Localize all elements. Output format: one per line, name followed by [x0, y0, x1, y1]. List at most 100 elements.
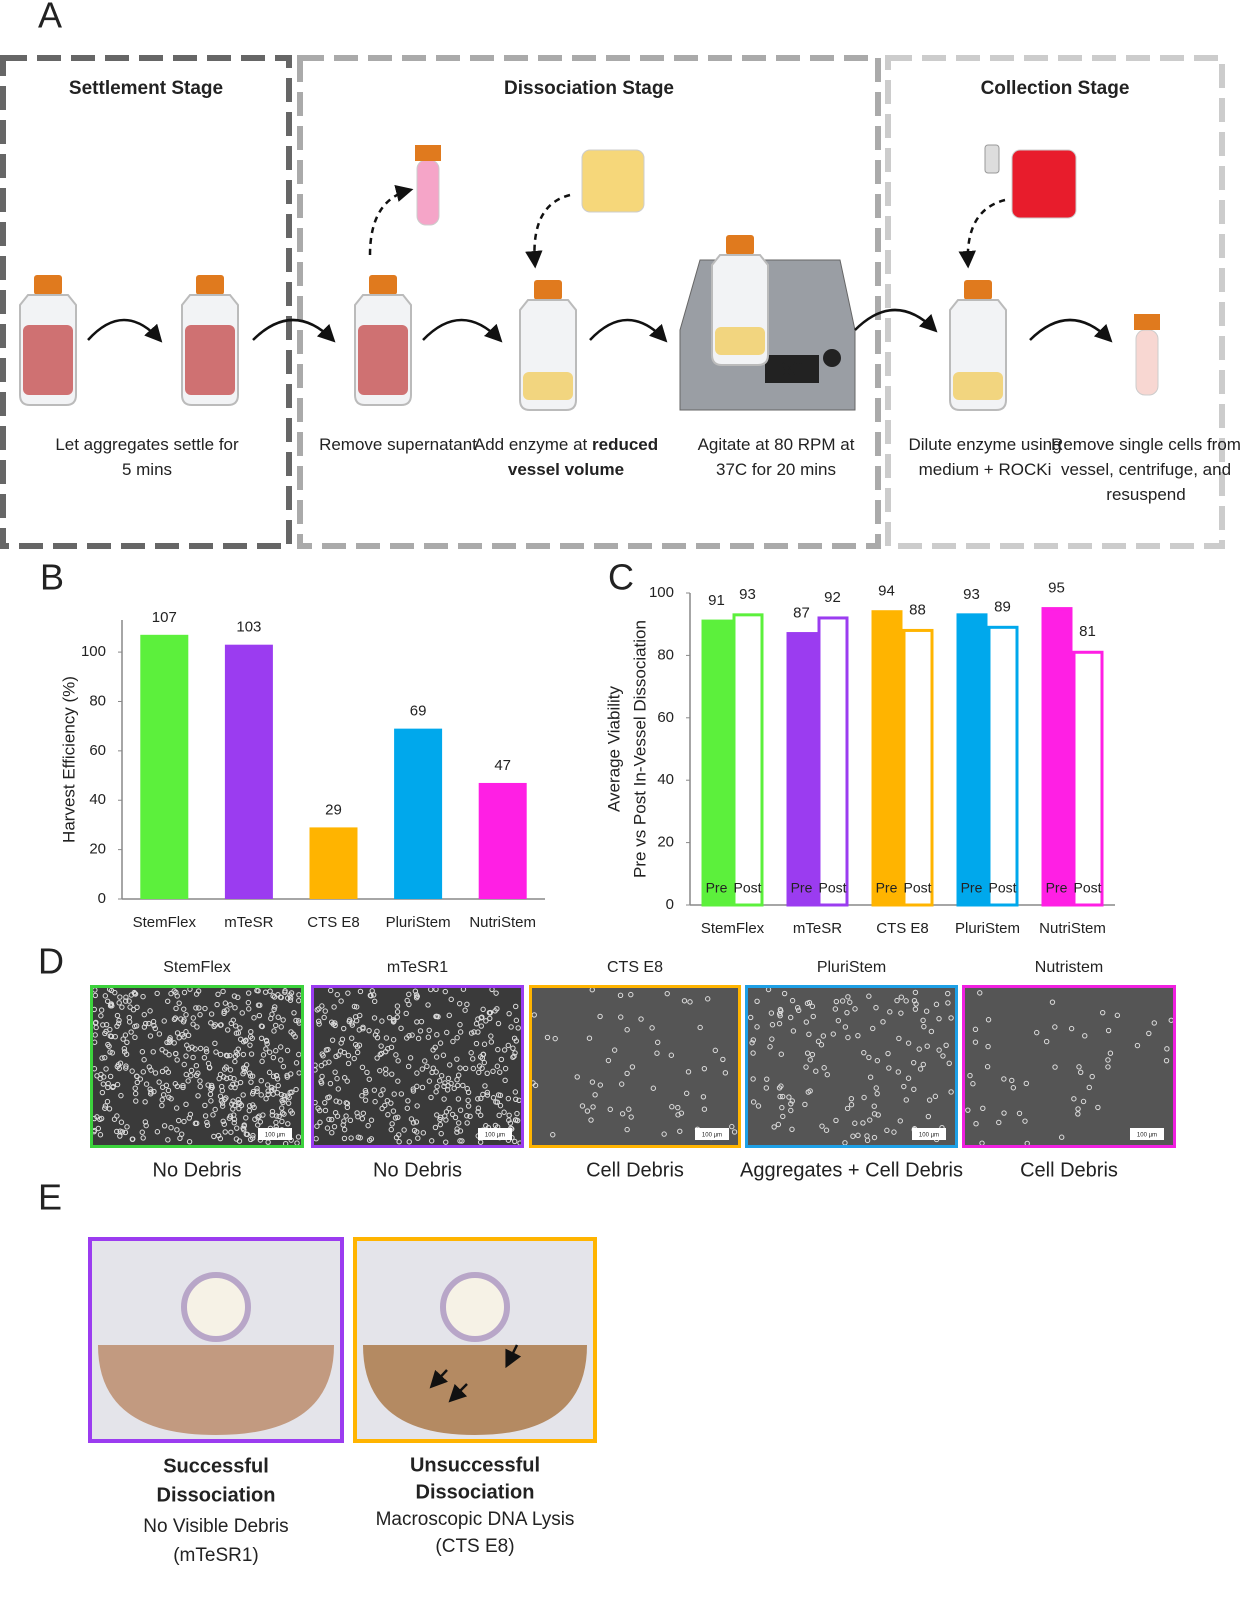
cell: [241, 1127, 247, 1133]
cell: [272, 1004, 278, 1010]
cell: [1078, 1069, 1084, 1076]
x-tick-label: StemFlex: [133, 914, 197, 931]
cell: [779, 1104, 785, 1111]
cell: [345, 1052, 352, 1059]
cell: [254, 1085, 260, 1092]
tube: [1135, 329, 1159, 396]
cell: [109, 1050, 116, 1056]
cell: [754, 998, 760, 1004]
cell: [245, 990, 252, 996]
cell: [1075, 1111, 1081, 1117]
cell: [266, 1049, 273, 1055]
cell: [454, 1076, 460, 1083]
cell: [848, 1095, 855, 1102]
cell: [266, 1069, 273, 1076]
cell: [1095, 1104, 1101, 1111]
cell: [188, 1067, 195, 1074]
cell: [143, 1122, 149, 1129]
panel-label: A: [38, 0, 62, 36]
cell: [873, 1085, 879, 1091]
cell: [281, 1111, 287, 1117]
cell: [1043, 1038, 1050, 1045]
cell: [132, 1023, 138, 1030]
cell: [343, 1100, 349, 1106]
cell: [847, 999, 853, 1005]
cell: [1080, 1098, 1087, 1105]
cell: [861, 1049, 867, 1056]
cell: [279, 1105, 285, 1111]
cell: [473, 1040, 480, 1047]
cell: [357, 1012, 363, 1019]
cell: [1105, 1064, 1111, 1070]
cell: [712, 1047, 719, 1054]
cell: [498, 1056, 505, 1063]
cell: [512, 1138, 518, 1145]
cell: [269, 1087, 275, 1093]
cell: [874, 1090, 880, 1097]
cell: [269, 1011, 275, 1017]
cell: [842, 1024, 849, 1030]
cell: [388, 1126, 394, 1133]
cell: [366, 1076, 372, 1082]
cell: [228, 1129, 234, 1135]
x-tick-label: CTS E8: [307, 914, 360, 931]
cell: [426, 1027, 432, 1033]
cell: [926, 1097, 933, 1103]
cell: [233, 1136, 240, 1142]
step-text: Remove single cells from vessel, centrif…: [1051, 435, 1241, 504]
cell: [211, 1023, 217, 1030]
cell: [729, 1123, 735, 1130]
cell: [296, 997, 302, 1004]
cell: [235, 994, 241, 1001]
cell: [278, 1024, 284, 1030]
cell: [356, 1027, 363, 1033]
cell: [936, 1015, 942, 1022]
value-label: 89: [994, 598, 1011, 615]
cell: [220, 1118, 226, 1124]
x-tick-label: NutriStem: [1039, 920, 1106, 937]
cell: [1089, 1073, 1095, 1080]
cell: [506, 1112, 512, 1118]
y-tick-label: 80: [657, 646, 674, 663]
cell: [127, 1004, 133, 1010]
cell: [404, 1105, 411, 1111]
vessel-cap: [964, 280, 992, 300]
cell: [365, 1122, 371, 1129]
cell: [482, 1083, 488, 1089]
cell: [279, 1110, 286, 1116]
cell: [1001, 1076, 1007, 1082]
cell: [176, 1117, 182, 1124]
cell: [437, 1116, 443, 1123]
cell: [159, 1068, 166, 1075]
cell: [97, 1075, 103, 1082]
cell: [92, 992, 98, 999]
cell: [1164, 1046, 1170, 1052]
cell: [898, 994, 905, 1000]
cell: [470, 1065, 477, 1072]
value-label: 88: [909, 601, 926, 618]
cell: [173, 1105, 180, 1111]
cell: [417, 1028, 424, 1034]
cell: [370, 992, 377, 998]
stage-title: Settlement Stage: [69, 78, 223, 99]
cell: [124, 1124, 130, 1130]
cell: [334, 991, 340, 998]
cell: [767, 1044, 773, 1050]
cell: [123, 1065, 129, 1071]
series-label: Post: [1073, 880, 1101, 896]
cell: [378, 1092, 384, 1098]
cell: [362, 1097, 369, 1103]
cell: [475, 1096, 481, 1102]
cell: [1075, 1106, 1081, 1112]
cell: [151, 1022, 157, 1029]
cell: [142, 1099, 148, 1105]
scale-bar: 100 µm: [485, 1133, 505, 1139]
cell: [912, 1006, 919, 1012]
cell: [923, 1008, 930, 1014]
cell: [280, 1017, 286, 1023]
cell: [848, 1102, 855, 1108]
scale-bar: 100 µm: [1137, 1133, 1157, 1139]
cell: [515, 1025, 521, 1031]
cell: [100, 1081, 107, 1087]
cell: [488, 1039, 495, 1045]
